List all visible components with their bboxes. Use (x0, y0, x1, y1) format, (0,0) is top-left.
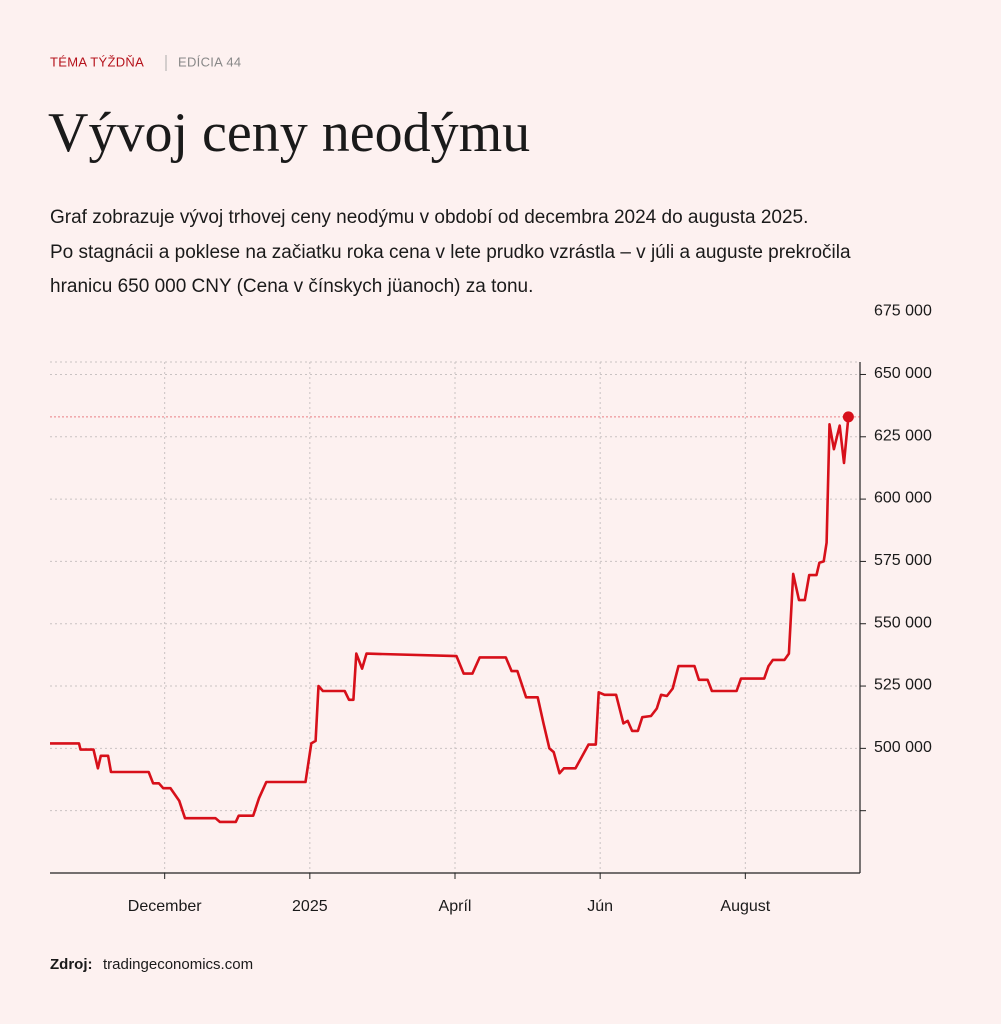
chart-title: Vývoj ceny neodýmu (48, 102, 530, 164)
x-tick-label: August (720, 898, 770, 915)
kicker: TÉMA TÝŽDŇA (50, 54, 144, 69)
x-tick-label: Apríl (439, 898, 472, 915)
subtitle-line: hranicu 650 000 CNY (Cena v čínskych jüa… (50, 276, 533, 297)
x-tick-label: 2025 (292, 898, 328, 915)
y-tick-label: 525 000 (874, 677, 932, 694)
y-tick-label: 675 000 (874, 303, 932, 320)
y-tick-label: 600 000 (874, 490, 932, 507)
subtitle-line: Graf zobrazuje vývoj trhovej ceny neodým… (50, 207, 808, 228)
y-tick-label: 650 000 (874, 365, 932, 382)
data-line (50, 416, 850, 824)
source-label: Zdroj: (50, 956, 93, 973)
x-tick-label: December (128, 898, 202, 915)
source: tradingeconomics.com (103, 956, 253, 973)
x-tick-label: Jún (587, 898, 613, 915)
subtitle-line: Po stagnácii a poklese na začiatku roka … (50, 242, 851, 263)
y-tick-label: 550 000 (874, 614, 932, 631)
y-tick-label: 575 000 (874, 552, 932, 569)
y-tick-label: 625 000 (874, 427, 932, 444)
y-tick-label: 500 000 (874, 739, 932, 756)
edition: EDÍCIA 44 (178, 54, 241, 69)
end-point (842, 411, 854, 423)
